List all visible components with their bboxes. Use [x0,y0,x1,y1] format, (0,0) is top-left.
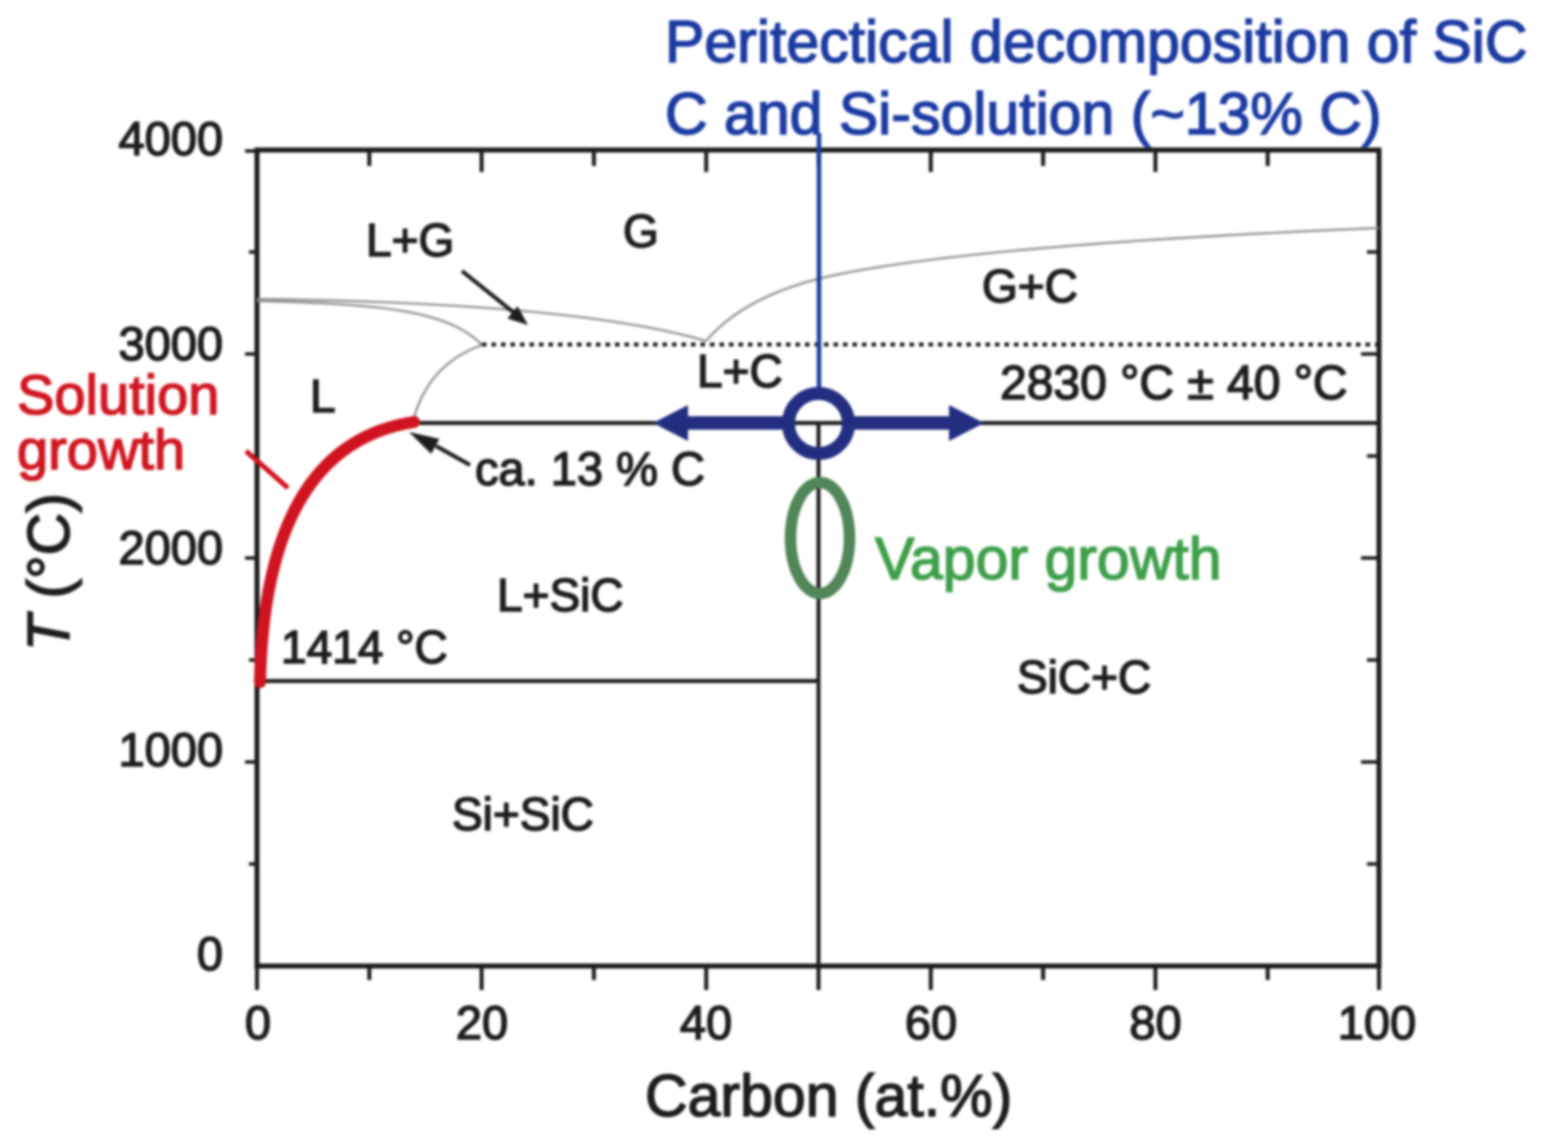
svg-text:ca. 13 % C: ca. 13 % C [475,442,705,495]
svg-text:Vapor growth: Vapor growth [875,526,1222,592]
svg-text:1414 °C: 1414 °C [281,621,448,673]
svg-text:4000: 4000 [118,112,223,165]
svg-text:C and Si-solution (~13% C): C and Si-solution (~13% C) [665,81,1382,147]
svg-text:40: 40 [680,996,732,1049]
svg-text:3000: 3000 [118,317,223,370]
svg-text:L+G: L+G [366,214,454,266]
svg-text:G+C: G+C [982,260,1078,312]
svg-text:2830 °C ± 40 °C: 2830 °C ± 40 °C [1000,357,1348,410]
svg-text:Peritectical decomposition of: Peritectical decomposition of SiC [665,9,1527,75]
svg-text:L+C: L+C [697,345,783,397]
svg-text:L: L [310,370,336,422]
svg-text:G: G [623,205,659,257]
svg-text:SiC+C: SiC+C [1017,651,1151,703]
svg-text:60: 60 [905,996,957,1049]
svg-text:Si+SiC: Si+SiC [452,788,594,840]
svg-text:0: 0 [245,996,271,1049]
svg-text:0: 0 [197,927,223,980]
svg-text:Solution: Solution [17,363,219,426]
svg-text:growth: growth [17,418,185,481]
svg-text:Carbon (at.%): Carbon (at.%) [645,1063,1012,1129]
svg-text:2000: 2000 [118,521,223,574]
svg-text:T (°C): T (°C) [16,493,82,651]
svg-text:100: 100 [1338,996,1416,1049]
svg-text:L+SiC: L+SiC [497,569,624,621]
svg-text:80: 80 [1129,996,1181,1049]
svg-text:20: 20 [456,996,508,1049]
svg-text:1000: 1000 [118,723,223,776]
